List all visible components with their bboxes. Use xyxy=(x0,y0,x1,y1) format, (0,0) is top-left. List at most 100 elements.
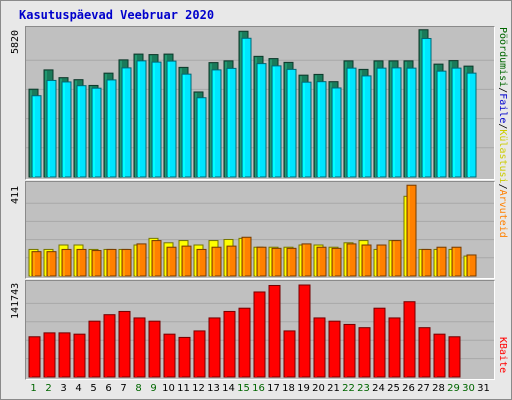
day-label-7: 7 xyxy=(120,383,127,394)
kbytes-bar-front-day-28 xyxy=(433,333,446,378)
requests-panel xyxy=(25,26,495,180)
kbytes-panel xyxy=(25,280,495,380)
visits-bar-front-day-6 xyxy=(106,248,117,277)
requests-bar-front-day-30 xyxy=(466,72,477,178)
requests-bar-front-day-27 xyxy=(421,38,432,178)
kbytes-bar-front-day-16 xyxy=(253,291,266,378)
requests-bar-highlight-day-9 xyxy=(150,55,152,177)
requests-bar-highlight-day-8 xyxy=(138,61,140,177)
visits-bar-front-day-17 xyxy=(271,247,282,277)
visits-bar-highlight-day-13 xyxy=(210,241,212,276)
day-label-19: 19 xyxy=(297,383,310,394)
visits-bar-highlight-day-30 xyxy=(465,257,467,276)
visits-panel xyxy=(25,181,495,279)
requests-bar-highlight-day-7 xyxy=(120,60,122,177)
kbytes-bar-highlight-day-3 xyxy=(60,333,62,377)
requests-bar-highlight-day-3 xyxy=(60,78,62,177)
requests-bar-front-day-7 xyxy=(121,67,132,178)
kbytes-bar-front-day-18 xyxy=(283,330,296,378)
requests-bar-highlight-day-19 xyxy=(303,83,305,177)
kbytes-bar-highlight-day-23 xyxy=(360,328,362,377)
requests-bar-highlight-day-17 xyxy=(273,66,275,177)
requests-bar-highlight-day-22 xyxy=(348,69,350,177)
requests-bar-highlight-day-19 xyxy=(300,76,302,177)
visits-bar-front-day-14 xyxy=(226,245,237,277)
visits-bar-highlight-day-27 xyxy=(420,250,422,276)
legend-bottom: KBaite xyxy=(497,337,508,373)
visits-bar-highlight-day-24 xyxy=(378,246,380,276)
requests-bar-front-day-5 xyxy=(91,87,102,178)
visits-bar-highlight-day-28 xyxy=(435,250,437,276)
requests-bar-highlight-day-18 xyxy=(285,63,287,177)
visits-bar-highlight-day-27 xyxy=(423,250,425,276)
visits-bar-highlight-day-6 xyxy=(108,250,110,276)
requests-bar-highlight-day-13 xyxy=(210,63,212,177)
top-legend-item-0: Pöördumisi xyxy=(497,27,508,88)
kbytes-bar-highlight-day-21 xyxy=(330,322,332,377)
requests-bar-highlight-day-20 xyxy=(318,82,320,177)
kbytes-bar-front-day-21 xyxy=(328,320,341,378)
kbytes-bar-front-day-24 xyxy=(373,307,386,378)
visits-bar-front-day-9 xyxy=(151,240,162,277)
visits-bar-highlight-day-2 xyxy=(45,250,47,276)
day-label-25: 25 xyxy=(387,383,400,394)
visits-bar-front-day-13 xyxy=(211,246,222,277)
visits-bar-highlight-day-19 xyxy=(303,244,305,276)
requests-bar-highlight-day-10 xyxy=(168,62,170,178)
visits-bar-front-day-7 xyxy=(121,248,132,277)
kbytes-bar-front-day-14 xyxy=(223,310,236,378)
day-label-5: 5 xyxy=(90,383,97,394)
visits-bar-highlight-day-11 xyxy=(180,241,182,276)
kbytes-bar-front-day-20 xyxy=(313,317,326,378)
visits-bar-highlight-day-30 xyxy=(468,255,470,276)
visits-bar-highlight-day-21 xyxy=(333,249,335,276)
visits-bar-highlight-day-22 xyxy=(348,244,350,276)
requests-bar-highlight-day-24 xyxy=(375,61,377,177)
requests-bar-front-day-16 xyxy=(256,63,267,178)
visits-bar-highlight-day-8 xyxy=(135,246,137,276)
requests-bar-highlight-day-29 xyxy=(453,69,455,177)
kbytes-bar-highlight-day-28 xyxy=(435,335,437,377)
requests-bar-front-day-10 xyxy=(166,60,177,178)
visits-bar-highlight-day-2 xyxy=(48,252,50,276)
kbytes-bar-highlight-day-6 xyxy=(105,315,107,377)
kbytes-bar-highlight-day-26 xyxy=(405,302,407,377)
kbytes-bar-highlight-day-14 xyxy=(225,312,227,377)
kbytes-bar-highlight-day-9 xyxy=(150,322,152,377)
day-label-8: 8 xyxy=(135,383,142,394)
requests-bar-highlight-day-7 xyxy=(123,68,125,177)
requests-bar-highlight-day-30 xyxy=(465,67,467,177)
visits-bar-highlight-day-16 xyxy=(258,248,260,276)
visits-chart xyxy=(26,184,494,277)
kbytes-bar-highlight-day-16 xyxy=(255,292,257,377)
visits-bar-highlight-day-7 xyxy=(123,250,125,276)
requests-bar-highlight-day-15 xyxy=(243,39,245,177)
requests-bar-highlight-day-1 xyxy=(30,90,32,177)
visits-bar-front-day-30 xyxy=(466,254,477,277)
visits-bar-highlight-day-20 xyxy=(318,248,320,276)
kbytes-bar-front-day-22 xyxy=(343,323,356,378)
kbytes-bar-front-day-15 xyxy=(238,307,251,378)
requests-bar-highlight-day-29 xyxy=(450,61,452,177)
visits-bar-front-day-2 xyxy=(46,251,57,277)
visits-bar-front-day-1 xyxy=(31,251,42,277)
visits-bar-front-day-23 xyxy=(361,244,372,277)
day-label-26: 26 xyxy=(402,383,415,394)
kbytes-bar-highlight-day-1 xyxy=(30,337,32,377)
requests-bar-highlight-day-27 xyxy=(423,39,425,177)
requests-bar-front-day-13 xyxy=(211,69,222,178)
visits-bar-highlight-day-10 xyxy=(168,248,170,276)
requests-bar-front-day-3 xyxy=(61,81,72,178)
kbytes-bar-front-day-5 xyxy=(88,320,101,378)
requests-bar-highlight-day-28 xyxy=(435,65,437,177)
requests-bar-highlight-day-3 xyxy=(63,82,65,177)
visits-bar-highlight-day-20 xyxy=(315,246,317,276)
kbytes-bar-highlight-day-22 xyxy=(345,325,347,377)
day-label-17: 17 xyxy=(267,383,280,394)
kbytes-bar-front-day-6 xyxy=(103,314,116,378)
day-label-31: 31 xyxy=(477,383,490,394)
visits-bar-front-day-11 xyxy=(181,245,192,277)
day-label-12: 12 xyxy=(192,383,205,394)
kbytes-bar-front-day-12 xyxy=(193,330,206,378)
